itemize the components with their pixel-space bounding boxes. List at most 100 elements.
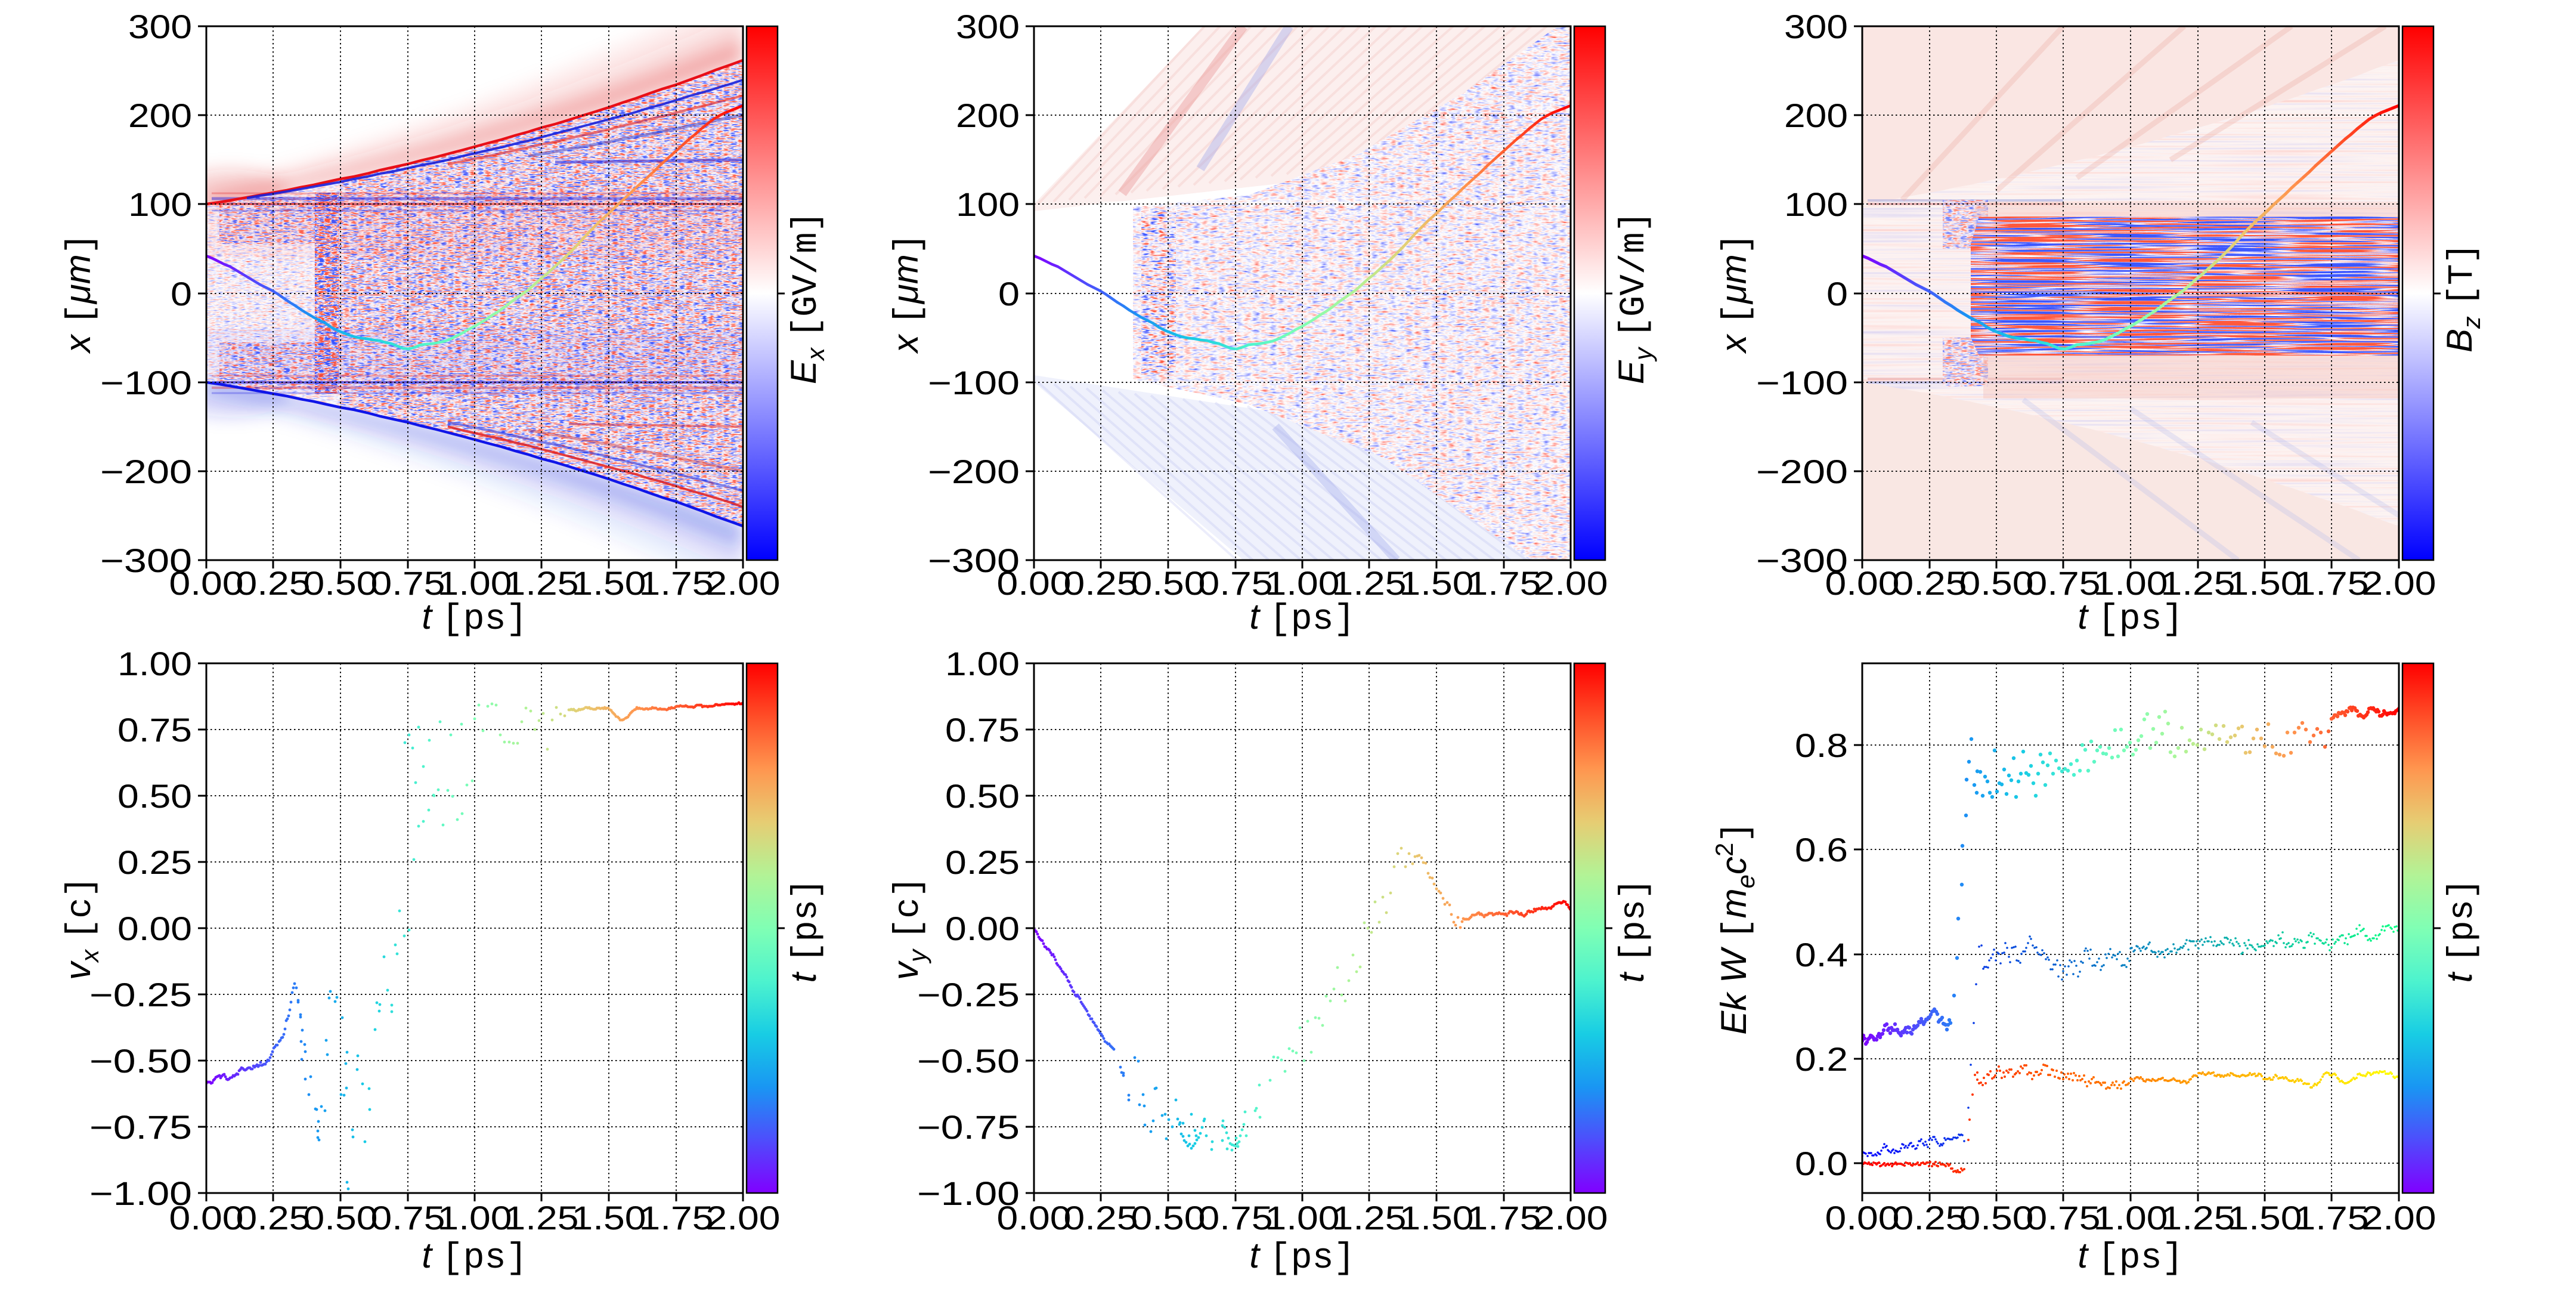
svg-text:0.50: 0.50 bbox=[1131, 564, 1206, 602]
svg-text:0.75: 0.75 bbox=[945, 711, 1020, 749]
svg-text:t [ps]: t [ps] bbox=[2077, 1235, 2183, 1279]
svg-text:0.50: 0.50 bbox=[304, 1199, 378, 1237]
svg-text:t [ps]: t [ps] bbox=[1611, 879, 1654, 983]
svg-text:0.25: 0.25 bbox=[1064, 564, 1138, 602]
svg-text:1.00: 1.00 bbox=[438, 564, 512, 602]
svg-text:0.00: 0.00 bbox=[1825, 1199, 1900, 1237]
svg-text:−100: −100 bbox=[100, 364, 192, 401]
svg-text:1.25: 1.25 bbox=[1332, 564, 1407, 602]
svg-text:1.75: 1.75 bbox=[639, 564, 714, 602]
svg-text:0.8: 0.8 bbox=[1795, 727, 1848, 764]
svg-text:0.75: 0.75 bbox=[371, 564, 445, 602]
svg-text:0.0: 0.0 bbox=[1795, 1145, 1848, 1182]
svg-text:0: 0 bbox=[1826, 275, 1848, 313]
svg-text:2.00: 2.00 bbox=[1534, 1199, 1608, 1237]
svg-text:1.50: 1.50 bbox=[572, 1199, 646, 1237]
svg-text:−0.75: −0.75 bbox=[89, 1108, 192, 1146]
svg-text:x [μm]: x [μm] bbox=[58, 233, 101, 354]
svg-text:t [ps]: t [ps] bbox=[2439, 879, 2482, 983]
svg-text:0.00: 0.00 bbox=[997, 1199, 1072, 1237]
svg-text:0.4: 0.4 bbox=[1795, 936, 1848, 974]
svg-text:0.50: 0.50 bbox=[1959, 564, 2034, 602]
svg-text:0.00: 0.00 bbox=[1825, 564, 1900, 602]
svg-text:−200: −200 bbox=[100, 453, 192, 490]
svg-text:1.00: 1.00 bbox=[2094, 564, 2168, 602]
svg-text:0.75: 0.75 bbox=[1199, 1199, 1273, 1237]
svg-text:−1.00: −1.00 bbox=[89, 1175, 192, 1212]
svg-text:1.00: 1.00 bbox=[1265, 564, 1340, 602]
svg-text:−0.75: −0.75 bbox=[917, 1108, 1020, 1146]
svg-text:1.00: 1.00 bbox=[945, 645, 1020, 682]
svg-text:1.25: 1.25 bbox=[504, 1199, 579, 1237]
svg-text:0.6: 0.6 bbox=[1795, 831, 1848, 869]
svg-text:t [ps]: t [ps] bbox=[422, 597, 527, 640]
svg-text:Ek W [mec2]: Ek W [mec2] bbox=[1710, 821, 1760, 1035]
svg-text:1.00: 1.00 bbox=[117, 645, 192, 682]
svg-text:t [ps]: t [ps] bbox=[422, 1235, 527, 1279]
svg-text:1.75: 1.75 bbox=[1467, 564, 1541, 602]
svg-text:1.00: 1.00 bbox=[438, 1199, 512, 1237]
svg-text:Ey [GV/m]: Ey [GV/m] bbox=[1611, 211, 1657, 384]
svg-text:0.25: 0.25 bbox=[236, 564, 311, 602]
svg-text:t [ps]: t [ps] bbox=[1249, 597, 1355, 640]
svg-text:200: 200 bbox=[128, 97, 192, 134]
svg-text:0.2: 0.2 bbox=[1795, 1040, 1848, 1078]
svg-text:−300: −300 bbox=[1756, 542, 1848, 579]
svg-text:1.75: 1.75 bbox=[639, 1199, 714, 1237]
svg-text:1.75: 1.75 bbox=[2295, 564, 2369, 602]
svg-text:100: 100 bbox=[956, 186, 1020, 223]
svg-text:100: 100 bbox=[1784, 186, 1848, 223]
svg-text:−300: −300 bbox=[100, 542, 192, 579]
svg-text:2.00: 2.00 bbox=[706, 564, 781, 602]
svg-text:1.50: 1.50 bbox=[2228, 564, 2302, 602]
svg-text:−100: −100 bbox=[1756, 364, 1848, 401]
svg-text:t [ps]: t [ps] bbox=[1249, 1235, 1355, 1279]
svg-text:−0.25: −0.25 bbox=[917, 976, 1020, 1013]
svg-text:1.50: 1.50 bbox=[2228, 1199, 2302, 1237]
svg-text:0.50: 0.50 bbox=[945, 777, 1020, 815]
svg-text:0.25: 0.25 bbox=[1064, 1199, 1138, 1237]
svg-text:0.50: 0.50 bbox=[117, 777, 192, 815]
svg-text:0.25: 0.25 bbox=[117, 843, 192, 881]
svg-text:0.75: 0.75 bbox=[1199, 564, 1273, 602]
svg-text:1.00: 1.00 bbox=[2094, 1199, 2168, 1237]
svg-text:x [μm]: x [μm] bbox=[1714, 233, 1757, 354]
svg-text:1.50: 1.50 bbox=[572, 564, 646, 602]
svg-text:0.00: 0.00 bbox=[117, 910, 192, 947]
svg-text:0.25: 0.25 bbox=[1893, 564, 1967, 602]
svg-text:0.75: 0.75 bbox=[117, 711, 192, 749]
svg-text:vx [c]: vx [c] bbox=[58, 876, 104, 980]
svg-text:−0.25: −0.25 bbox=[89, 976, 192, 1013]
svg-text:2.00: 2.00 bbox=[2362, 1199, 2436, 1237]
svg-text:−1.00: −1.00 bbox=[917, 1175, 1020, 1212]
svg-text:1.25: 1.25 bbox=[1332, 1199, 1407, 1237]
svg-text:1.75: 1.75 bbox=[1467, 1199, 1541, 1237]
svg-text:0.75: 0.75 bbox=[2026, 564, 2101, 602]
svg-text:2.00: 2.00 bbox=[706, 1199, 781, 1237]
svg-text:0.75: 0.75 bbox=[2026, 1199, 2101, 1237]
svg-text:1.75: 1.75 bbox=[2295, 1199, 2369, 1237]
svg-text:100: 100 bbox=[128, 186, 192, 223]
svg-text:0.00: 0.00 bbox=[169, 564, 244, 602]
svg-text:0.25: 0.25 bbox=[945, 843, 1020, 881]
svg-text:0.50: 0.50 bbox=[1131, 1199, 1206, 1237]
svg-text:0.50: 0.50 bbox=[1959, 1199, 2034, 1237]
svg-text:−200: −200 bbox=[1756, 453, 1848, 490]
svg-text:0.00: 0.00 bbox=[169, 1199, 244, 1237]
svg-text:1.00: 1.00 bbox=[1265, 1199, 1340, 1237]
svg-text:1.50: 1.50 bbox=[1400, 1199, 1474, 1237]
svg-text:0: 0 bbox=[998, 275, 1020, 313]
svg-text:1.25: 1.25 bbox=[2161, 564, 2236, 602]
svg-text:0.00: 0.00 bbox=[945, 910, 1020, 947]
svg-text:200: 200 bbox=[1784, 97, 1848, 134]
svg-text:300: 300 bbox=[956, 8, 1020, 45]
svg-text:Ex [GV/m]: Ex [GV/m] bbox=[784, 211, 829, 384]
svg-text:0.75: 0.75 bbox=[371, 1199, 445, 1237]
svg-text:1.25: 1.25 bbox=[2161, 1199, 2236, 1237]
svg-text:Bz [T]: Bz [T] bbox=[2439, 243, 2485, 353]
svg-text:−0.50: −0.50 bbox=[89, 1042, 192, 1080]
svg-text:−300: −300 bbox=[928, 542, 1020, 579]
svg-text:2.00: 2.00 bbox=[2362, 564, 2436, 602]
svg-text:−100: −100 bbox=[928, 364, 1020, 401]
svg-text:0.25: 0.25 bbox=[236, 1199, 311, 1237]
